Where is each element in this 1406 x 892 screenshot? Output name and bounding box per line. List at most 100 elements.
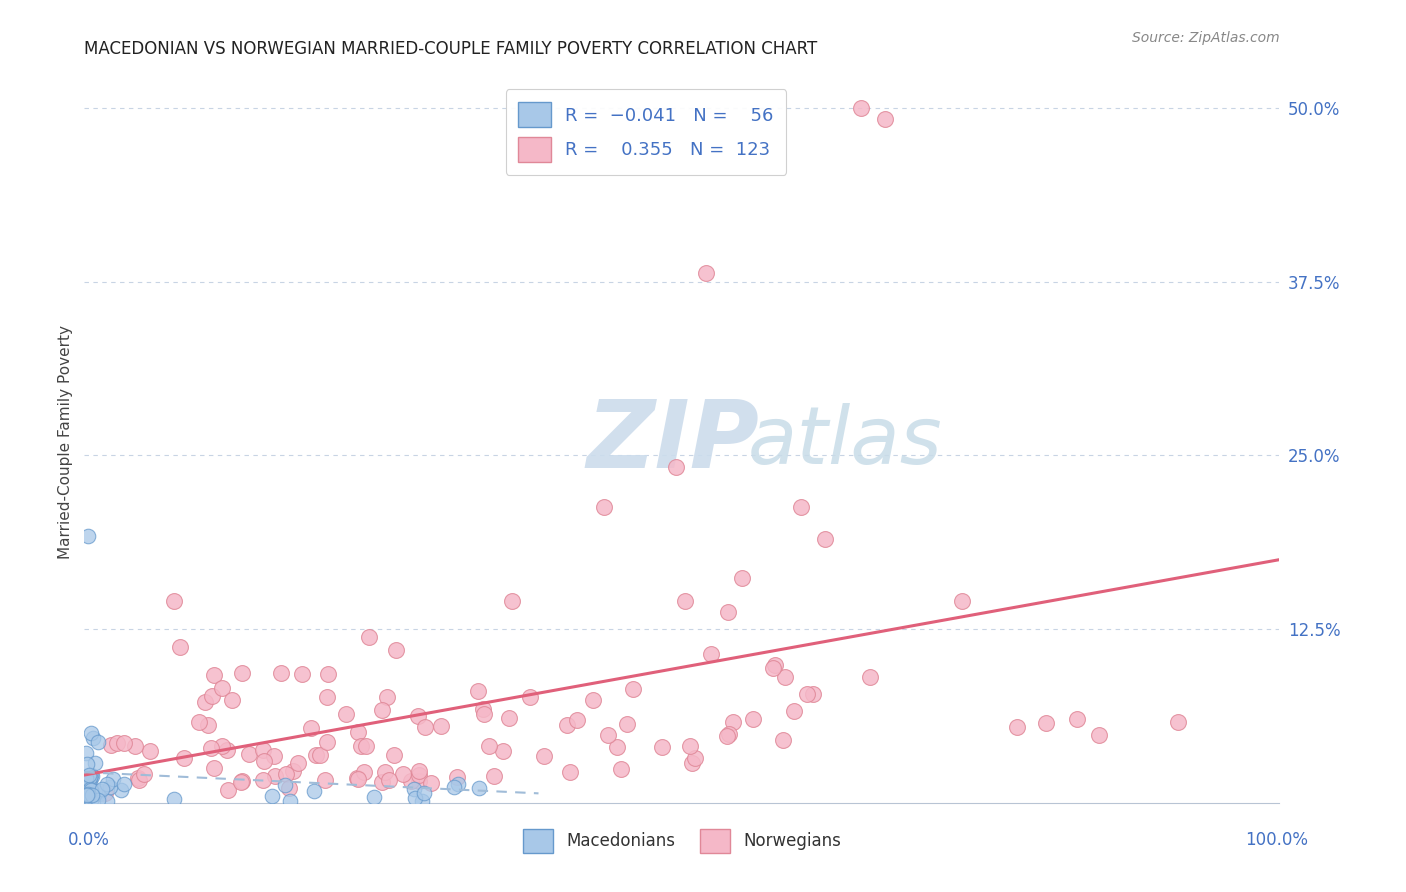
Point — [347, 724, 370, 739]
Point — [75, 771, 97, 785]
Point — [673, 594, 696, 608]
Point — [188, 714, 211, 729]
Point — [132, 766, 155, 780]
Point — [77, 787, 100, 801]
Point — [402, 781, 425, 796]
Point — [683, 751, 706, 765]
Point — [211, 739, 233, 753]
Point — [127, 771, 149, 785]
Point — [467, 781, 489, 796]
Point — [77, 767, 100, 781]
Point — [359, 630, 381, 644]
Point — [112, 737, 135, 751]
Point — [169, 640, 191, 654]
Point — [347, 772, 370, 787]
Point — [772, 733, 794, 747]
Point — [731, 571, 754, 585]
Point — [100, 738, 122, 752]
Point — [128, 773, 150, 788]
Point — [75, 780, 97, 795]
Legend: Macedonians, Norwegians: Macedonians, Norwegians — [516, 822, 848, 860]
Point — [519, 690, 541, 704]
Point — [197, 718, 219, 732]
Point — [315, 690, 337, 705]
Point — [406, 709, 429, 723]
Point — [86, 786, 108, 800]
Point — [79, 782, 101, 797]
Point — [87, 787, 110, 801]
Point — [472, 707, 495, 722]
Point — [350, 739, 373, 753]
Point — [651, 740, 673, 755]
Point — [76, 789, 98, 803]
Point — [287, 756, 309, 770]
Point — [253, 754, 276, 768]
Point — [555, 718, 578, 732]
Point — [110, 783, 132, 797]
Point — [851, 101, 873, 115]
Point — [533, 749, 555, 764]
Point — [202, 668, 225, 682]
Point — [304, 784, 326, 798]
Point — [278, 780, 301, 795]
Point — [346, 771, 368, 785]
Point — [801, 687, 824, 701]
Point — [80, 793, 103, 807]
Point — [200, 740, 222, 755]
Point — [299, 721, 322, 735]
Point — [76, 794, 98, 808]
Point — [582, 693, 605, 707]
Point — [392, 766, 415, 780]
Point — [567, 713, 589, 727]
Point — [80, 769, 103, 783]
Point — [278, 794, 301, 808]
Point — [371, 703, 394, 717]
Point — [82, 731, 104, 745]
Point — [790, 500, 813, 514]
Point — [231, 665, 253, 680]
Point — [1007, 720, 1029, 734]
Point — [309, 747, 332, 762]
Point — [413, 721, 436, 735]
Point — [162, 792, 184, 806]
Point — [447, 777, 470, 791]
Point — [77, 788, 100, 802]
Point — [89, 784, 111, 798]
Point — [492, 744, 515, 758]
Point — [399, 773, 422, 788]
Point — [76, 791, 98, 805]
Point — [446, 770, 468, 784]
Point — [87, 793, 110, 807]
Point — [200, 689, 222, 703]
Point — [596, 728, 619, 742]
Point — [467, 684, 489, 698]
Point — [382, 748, 405, 763]
Point — [86, 735, 108, 749]
Point — [101, 772, 124, 786]
Point — [665, 459, 688, 474]
Point — [501, 594, 523, 608]
Point — [252, 772, 274, 787]
Point — [859, 670, 882, 684]
Point — [276, 767, 298, 781]
Point — [695, 267, 717, 281]
Point — [411, 794, 433, 808]
Point — [270, 665, 292, 680]
Point — [717, 605, 740, 619]
Point — [721, 715, 744, 730]
Point — [404, 790, 426, 805]
Point — [621, 682, 644, 697]
Point — [1066, 712, 1088, 726]
Point — [1167, 714, 1189, 729]
Point — [215, 743, 238, 757]
Point — [375, 690, 398, 704]
Point — [82, 788, 104, 802]
Point — [229, 775, 252, 789]
Point — [742, 712, 765, 726]
Point — [80, 726, 103, 740]
Text: atlas: atlas — [748, 402, 942, 481]
Text: ZIP: ZIP — [586, 395, 759, 488]
Point — [814, 532, 837, 546]
Point — [76, 784, 98, 798]
Point — [238, 747, 260, 761]
